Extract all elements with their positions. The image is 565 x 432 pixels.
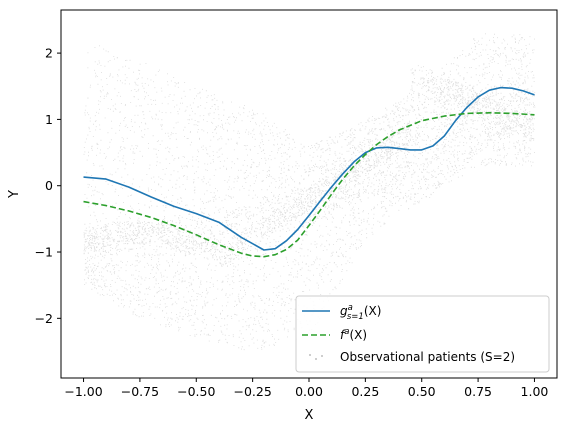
series-line-1	[83, 86, 535, 251]
legend-label-1: ga s=1(X)	[340, 303, 381, 322]
y-tick-label: 1	[45, 112, 53, 127]
x-tick-label: −0.75	[121, 384, 159, 399]
legend-scatter-marker	[315, 358, 317, 360]
series-line-2	[83, 112, 535, 258]
legend-label-2: fa(X)	[340, 327, 367, 342]
x-tick-label: 0.25	[351, 384, 379, 399]
legend-label-3: Observational patients (S=2)	[340, 350, 515, 364]
y-tick-label: 0	[45, 178, 53, 193]
legend-box	[295, 295, 550, 373]
legend: ga s=1(X) fa(X) Observational patients (S=2…	[295, 295, 550, 373]
y-axis: −2 −1 0 1 2	[35, 46, 61, 326]
x-tick-label: 0.00	[295, 384, 323, 399]
y-tick-label: 2	[45, 46, 53, 61]
y-tick-label: −2	[35, 311, 53, 326]
x-tick-label: −0.50	[177, 384, 215, 399]
x-tick-label: −1.00	[64, 384, 102, 399]
y-axis-label: Y	[7, 190, 22, 199]
x-tick-label: 0.75	[464, 384, 492, 399]
x-tick-label: −0.25	[233, 384, 271, 399]
y-tick-label: −1	[35, 245, 53, 260]
x-axis: −1.00 −0.75 −0.50 −0.25 0.00 0.25 0.50 0.75 1.00	[64, 378, 548, 399]
x-axis-label: X	[305, 408, 314, 423]
lines-layer	[83, 86, 535, 258]
legend-scatter-marker	[309, 354, 311, 356]
x-tick-label: 1.00	[521, 384, 549, 399]
legend-scatter-marker	[321, 355, 323, 357]
x-tick-label: 0.50	[408, 384, 436, 399]
